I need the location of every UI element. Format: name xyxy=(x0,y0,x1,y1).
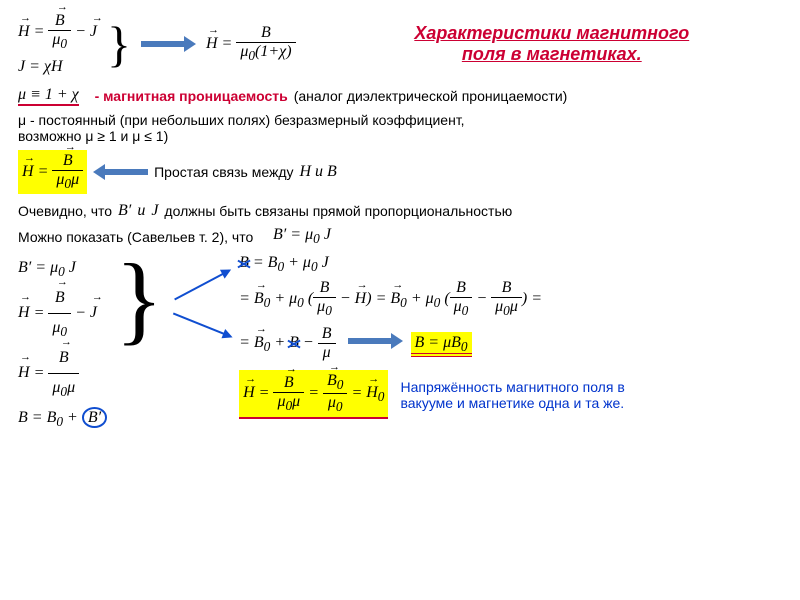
left-col-eqs: B′ = μ0 J H = Bμ0 − J H = Bμ0μ B = B0 + … xyxy=(18,254,107,434)
blue-note: Напряжённость магнитного поля в вакууме … xyxy=(400,379,624,411)
perm-analog: (аналог диэлектрической проницаемости) xyxy=(294,88,568,104)
H-result-eq: H = Bμ0(1+χ) xyxy=(206,24,296,64)
and-text: и xyxy=(137,202,145,220)
must-prop: должны быть связаны прямой пропорциональ… xyxy=(164,203,512,219)
arrow-right-icon xyxy=(141,38,196,50)
mu-note-2: возможно μ ≥ 1 и μ ≤ 1) xyxy=(18,128,782,144)
mid-col-eqs: B = B0 + μ0 J = B0 + μ0 (Bμ0 − H) = B0 +… xyxy=(239,254,625,420)
left-eq-group: H = Bμ0 − J J = χH xyxy=(18,12,97,76)
perm-label: - магнитная проницаемость xyxy=(95,88,288,104)
hl-H-chain: H = Bμ0μ = B0μ0 = H0 xyxy=(239,370,388,419)
vec-H: H xyxy=(18,23,30,41)
big-brace-icon: } xyxy=(115,254,163,344)
page-title: Характеристики магнитного поля в магнети… xyxy=(302,23,782,65)
Bprime-var: B′ xyxy=(118,202,131,220)
hl-H-eq: H = Bμ0μ xyxy=(18,150,87,194)
mu-note-1: μ - постоянный (при небольших полях) без… xyxy=(18,112,782,128)
hl-B-muB0: B = μB0 xyxy=(411,332,472,357)
Bprime-mu0J: B′ = μ0 J xyxy=(273,226,331,247)
vec-J: J xyxy=(90,23,97,41)
diag-arrow-down-icon xyxy=(173,312,231,337)
mu-def: μ ≡ 1 + χ xyxy=(18,86,79,106)
H-and-B: H и B xyxy=(300,163,337,181)
diag-arrow-up-icon xyxy=(174,269,230,300)
arrow-left-icon xyxy=(93,166,148,178)
brace-icon: } xyxy=(107,29,131,59)
arrow-right-2-icon xyxy=(348,335,403,347)
simple-link-text: Простая связь между xyxy=(154,164,293,180)
obvious-text: Очевидно, что xyxy=(18,203,112,219)
J-var: J xyxy=(151,202,158,220)
